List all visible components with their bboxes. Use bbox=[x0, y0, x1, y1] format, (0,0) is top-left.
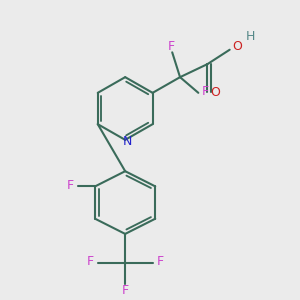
Text: F: F bbox=[67, 178, 74, 192]
Text: F: F bbox=[87, 255, 94, 268]
Text: F: F bbox=[202, 85, 209, 98]
Text: O: O bbox=[232, 40, 242, 53]
Text: O: O bbox=[210, 86, 220, 99]
Text: H: H bbox=[245, 30, 255, 43]
Text: F: F bbox=[167, 40, 175, 53]
Text: N: N bbox=[123, 135, 132, 148]
Text: F: F bbox=[156, 255, 164, 268]
Text: F: F bbox=[122, 284, 129, 297]
